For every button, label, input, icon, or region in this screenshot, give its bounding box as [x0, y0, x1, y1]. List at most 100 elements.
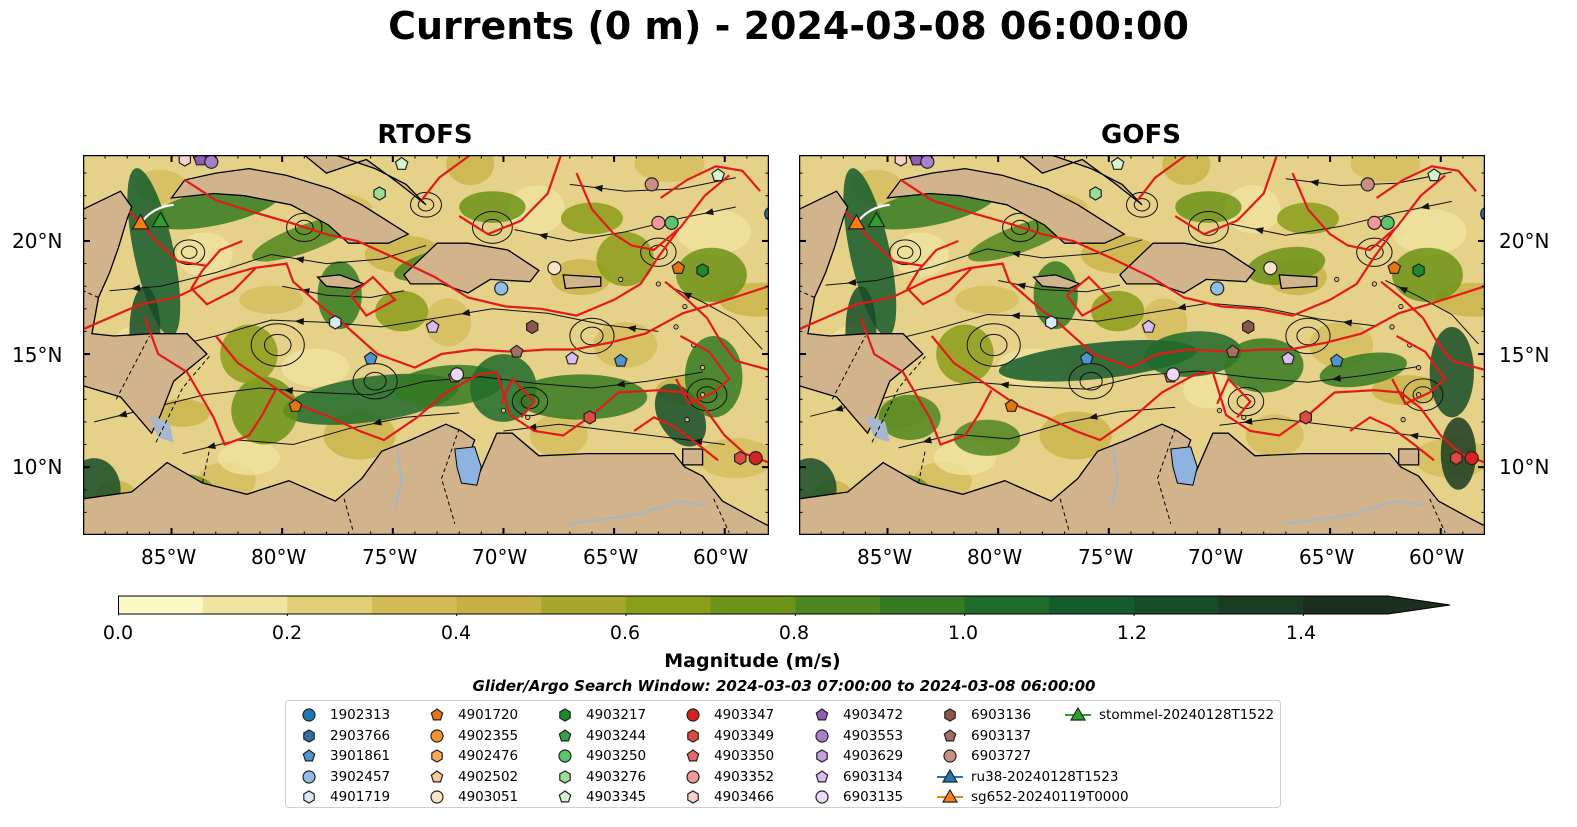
eddy-streamline	[511, 386, 549, 417]
legend-marker-icon	[558, 749, 572, 763]
magnitude-patch	[425, 298, 472, 347]
eddy-streamline	[569, 317, 615, 355]
land-hispaniola	[403, 242, 540, 294]
float-marker-4901720	[1004, 398, 1019, 412]
eez-boundary	[1174, 155, 1279, 236]
eez-boundary	[675, 335, 731, 406]
legend-marker-icon	[937, 768, 963, 783]
legend-marker	[431, 749, 443, 763]
country-border	[202, 451, 210, 484]
colorbar-tick: 1.0	[947, 622, 979, 644]
streamline	[105, 308, 659, 360]
streamline-arrow	[1010, 250, 1021, 258]
eez-boundary	[190, 239, 257, 306]
eddy-streamline	[286, 212, 323, 243]
lon-label-65w: 65°W	[583, 545, 639, 569]
legend-label: 6903727	[971, 748, 1032, 764]
colorbar-segment	[202, 596, 288, 614]
colorbar-extend-arrow	[1388, 596, 1450, 614]
legend-item-6903137: 6903137	[935, 726, 1031, 746]
streamline-arrow	[538, 232, 548, 240]
colorbar-segment	[118, 596, 204, 614]
streamline-arrow	[1342, 319, 1353, 327]
legend-marker-icon	[686, 769, 700, 784]
high-current-band	[220, 324, 278, 384]
high-current-band	[1175, 191, 1242, 223]
eez-boundary	[143, 317, 277, 446]
lon-label-70w: 70°W	[472, 545, 528, 569]
legend-marker	[303, 790, 315, 804]
lake-nicaragua	[865, 415, 890, 443]
float-marker-3901861	[613, 353, 628, 367]
eddy-streamline	[1296, 326, 1320, 346]
eddy-streamline	[580, 326, 604, 346]
eddy-streamline	[250, 323, 305, 367]
legend-item-4903051: 4903051	[422, 787, 518, 807]
legend-marker-icon	[1065, 706, 1091, 721]
legend-label: 4903250	[586, 748, 647, 764]
legend-label: 1902313	[330, 707, 391, 723]
streamline-arrow	[922, 436, 932, 444]
high-current-band	[676, 247, 747, 303]
legend-marker	[687, 790, 699, 804]
legend-label: 3902457	[330, 768, 391, 785]
eddy-streamline	[640, 237, 677, 267]
legend-label: 4903051	[458, 789, 519, 805]
streamline-arrow	[1398, 286, 1409, 294]
high-current-band	[1144, 331, 1242, 377]
legend-marker	[943, 728, 957, 741]
float-marker-6903137	[509, 344, 524, 358]
streamline-arrow	[527, 423, 537, 431]
float-marker-4903349	[583, 410, 596, 425]
streamline-arrow	[1016, 282, 1026, 290]
legend-item-4903629: 4903629	[807, 746, 903, 766]
gofs-map[interactable]	[799, 155, 1485, 535]
streamline-arrow	[847, 278, 857, 286]
float-marker-4901719	[1045, 315, 1058, 330]
land-cuba	[170, 167, 410, 244]
legend-item-2903766: 2903766	[294, 726, 390, 746]
float-marker-6903134	[1281, 351, 1295, 365]
streamline-arrow	[1010, 312, 1020, 320]
float-marker-4901720	[288, 398, 303, 412]
legend-marker	[686, 769, 700, 784]
eez-boundary	[659, 165, 761, 199]
eez-boundary	[1349, 416, 1435, 462]
country-border	[831, 335, 866, 400]
legend-marker-icon	[816, 749, 828, 763]
legend-marker	[937, 768, 963, 783]
legend-marker-icon	[687, 728, 699, 743]
high-current-band	[843, 168, 897, 337]
legend-item-4903350: 4903350	[678, 746, 774, 766]
streamline-arrow	[1409, 432, 1419, 440]
eddy-streamline	[1285, 317, 1331, 355]
legend-item-4903345: 4903345	[550, 787, 646, 807]
float-marker-4903217	[1412, 263, 1425, 278]
land-central-america	[83, 190, 208, 435]
streamline-arrow	[593, 184, 603, 192]
lat-label-20n-right: 20°N	[1499, 229, 1550, 253]
lon-label-80w-right: 80°W	[967, 545, 1023, 569]
legend-marker	[302, 749, 316, 762]
eddy-streamline	[696, 386, 718, 404]
legend-item-1902313: 1902313	[294, 705, 390, 725]
lat-label-15n-right: 15°N	[1499, 343, 1550, 367]
eddy-streamline	[363, 371, 387, 391]
rtofs-map[interactable]	[83, 155, 769, 535]
legend-item-4901720: 4901720	[422, 705, 518, 725]
legend-marker-icon	[943, 728, 957, 741]
colorbar-tick: 1.4	[1285, 622, 1317, 644]
legend-item-4903244: 4903244	[550, 726, 646, 746]
high-current-band	[1246, 246, 1326, 285]
lat-label-20n: 20°N	[12, 229, 63, 253]
land-cuba	[886, 167, 1126, 244]
legend-marker	[559, 708, 571, 722]
country-border	[713, 498, 730, 533]
legend-marker-icon	[559, 708, 571, 722]
legend-label: 4903466	[714, 789, 775, 805]
lon-label-80w: 80°W	[251, 545, 307, 569]
legend-marker-icon	[558, 728, 572, 741]
eddy-streamline	[520, 393, 540, 410]
float-marker-6903134	[1141, 319, 1156, 333]
eddy-streamline	[979, 333, 1008, 357]
